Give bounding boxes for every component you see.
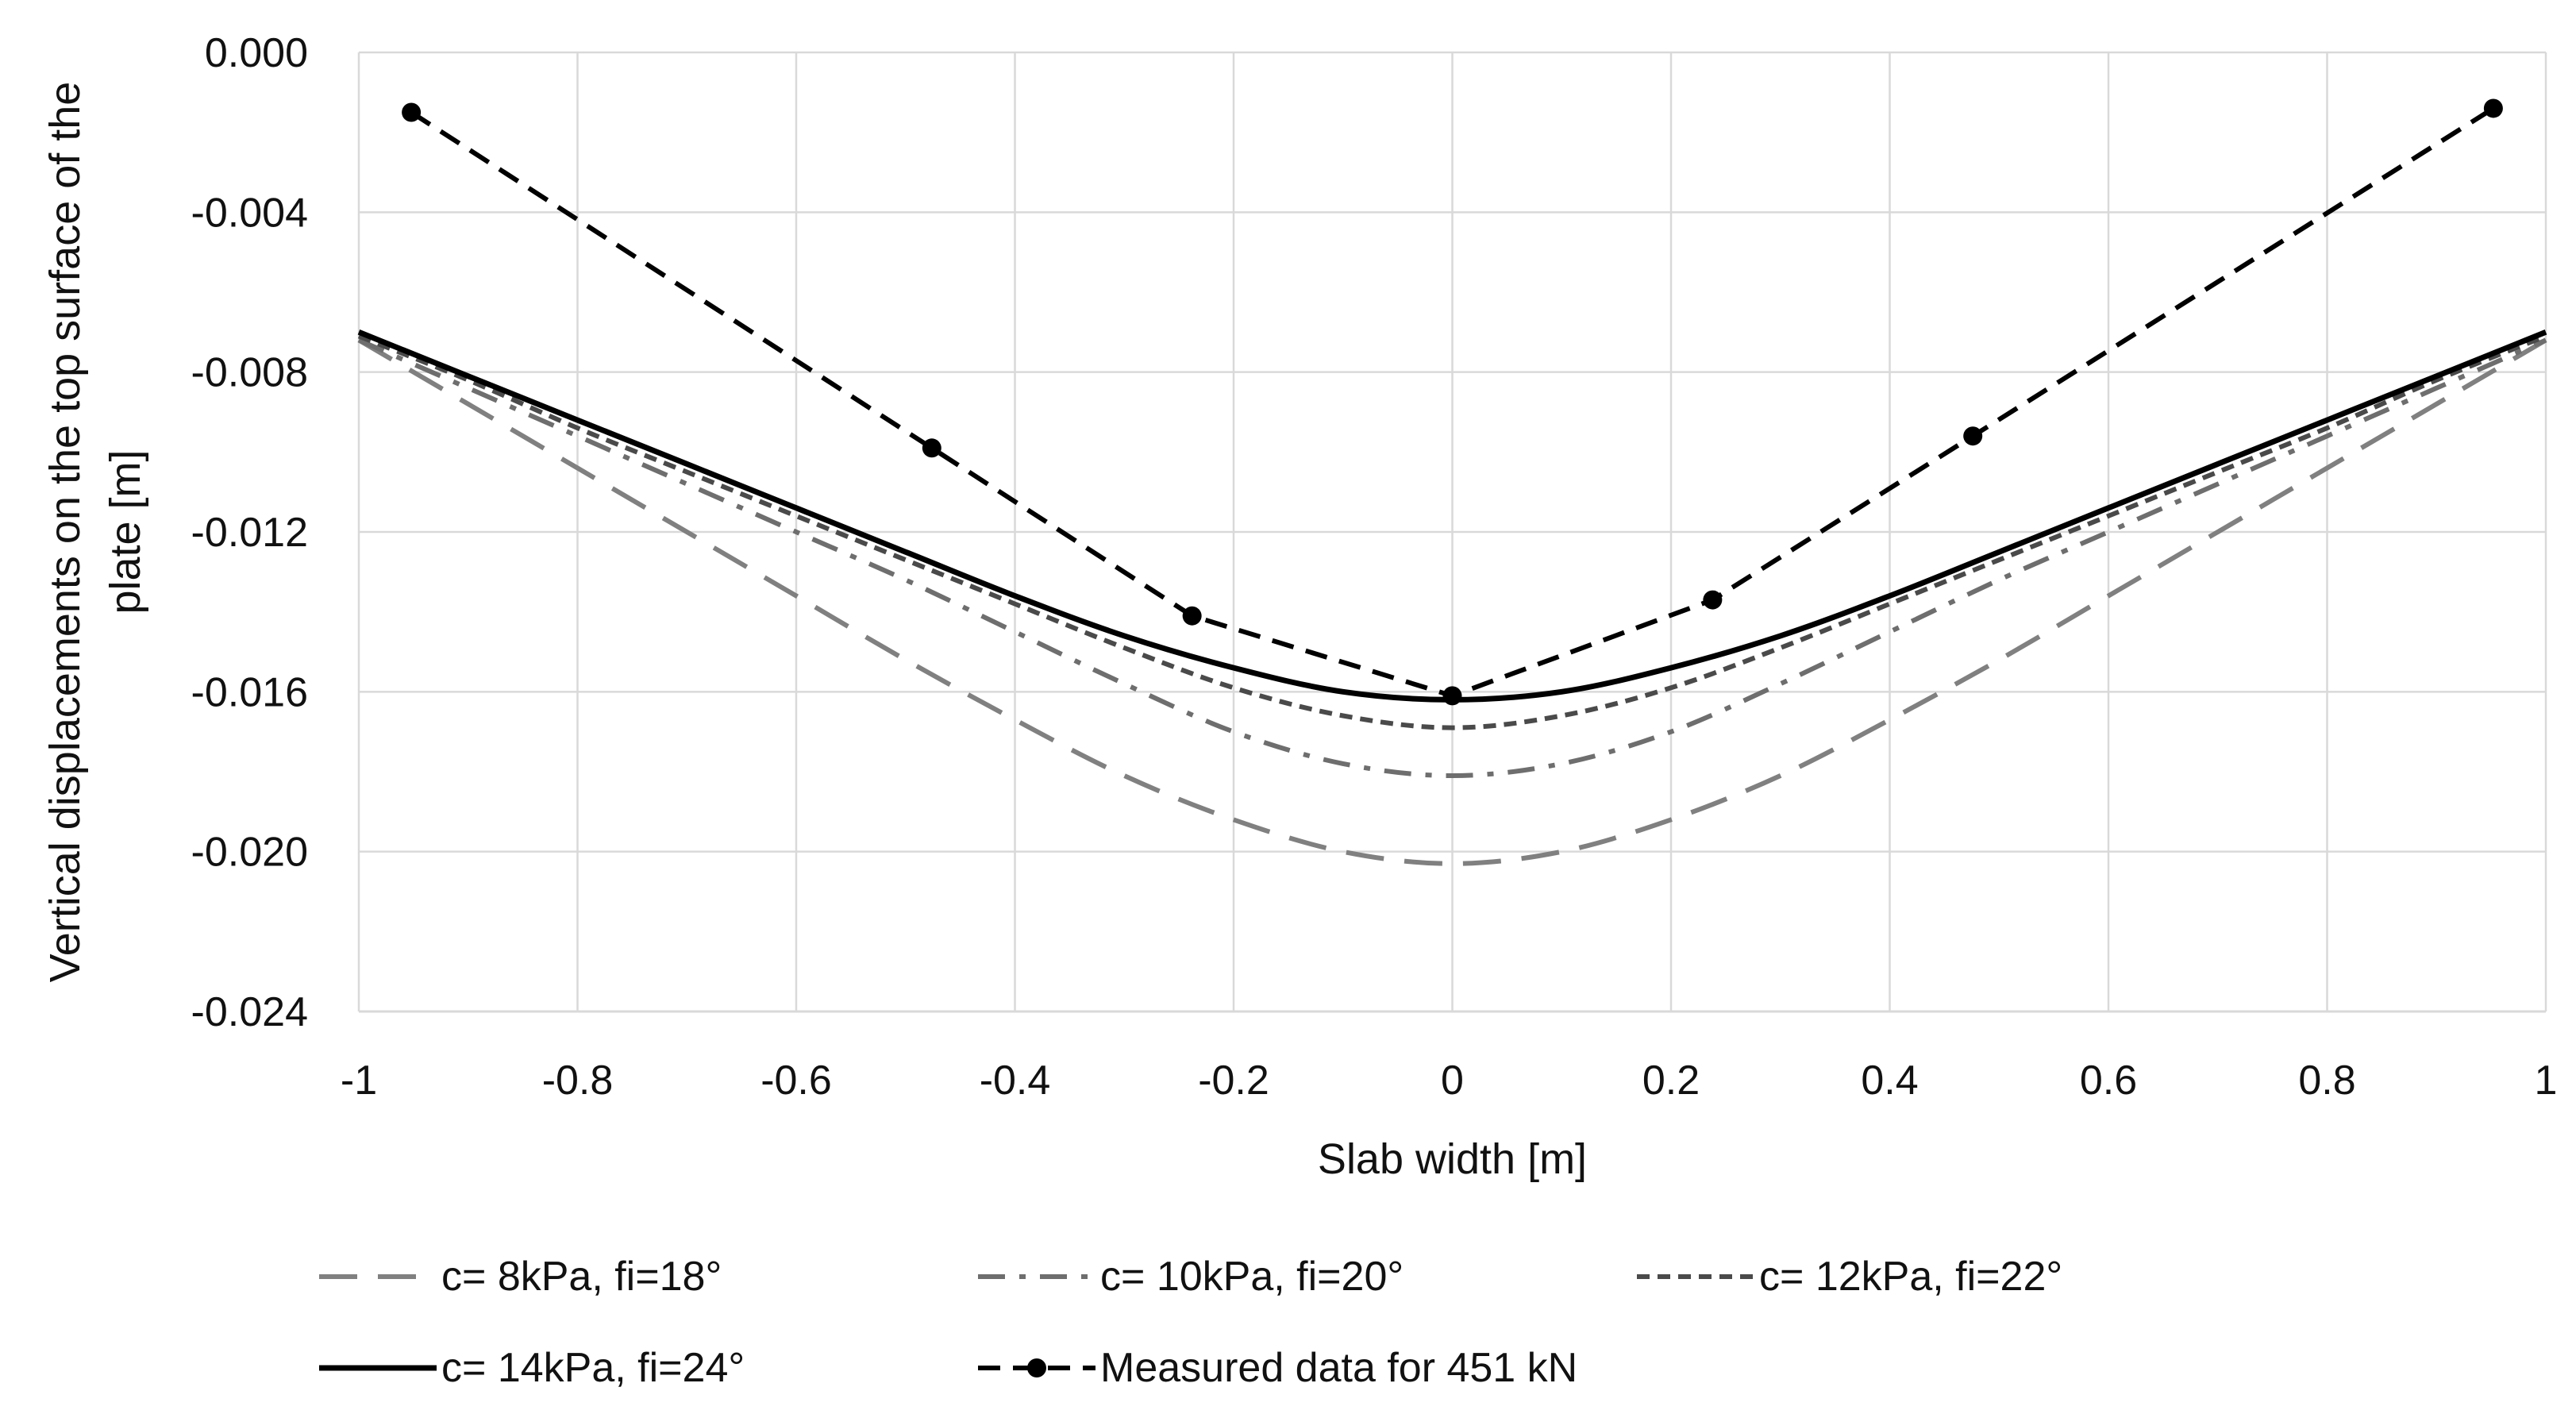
measured-data-point (922, 438, 941, 458)
y-tick-label: -0.016 (191, 669, 308, 715)
legend-item-c14: c= 14kPa, fi=24° (319, 1345, 745, 1391)
y-tick-label: -0.004 (191, 190, 308, 236)
x-tick-label: 0.2 (1642, 1058, 1700, 1104)
legend: c= 8kPa, fi=18° c= 10kPa, fi=20° c= 12kP… (319, 1254, 2062, 1391)
y-axis-title-line-2: plate [m] (102, 449, 149, 614)
x-tick-label: 0 (1441, 1058, 1464, 1104)
y-tick-label: -0.024 (191, 989, 308, 1035)
y-tick-label: 0.000 (205, 30, 308, 76)
legend-item-measured: Measured data for 451 kN (978, 1345, 1577, 1391)
series-group (357, 98, 2547, 866)
legend-marker-measured (1027, 1358, 1046, 1377)
measured-data-point (1442, 686, 1462, 706)
y-tick-label: -0.020 (191, 830, 308, 876)
y-axis-title-line-1: Vertical displacements on the top surfac… (41, 82, 89, 983)
x-tick-label: -0.6 (760, 1058, 832, 1104)
gridlines (357, 51, 2547, 1013)
measured-data-point (1703, 590, 1723, 610)
measured-data-point (2483, 98, 2503, 118)
series-line-c10 (357, 337, 2547, 778)
series-line-c8 (357, 337, 2547, 866)
legend-label-c12: c= 12kPa, fi=22° (1759, 1254, 2062, 1300)
measured-data-point (402, 102, 422, 122)
x-tick-label: 0.8 (2298, 1058, 2355, 1104)
x-tick-label: 0.6 (2080, 1058, 2137, 1104)
legend-label-c14: c= 14kPa, fi=24° (441, 1345, 745, 1391)
measured-data-point (1182, 606, 1202, 626)
measured-data-point (1963, 426, 1983, 446)
y-axis-title: Vertical displacements on the top surfac… (41, 82, 149, 983)
x-tick-label: 1 (2535, 1058, 2558, 1104)
legend-item-c10: c= 10kPa, fi=20° (978, 1254, 1404, 1300)
legend-label-c8: c= 8kPa, fi=18° (441, 1254, 722, 1300)
x-tick-label: 0.4 (1861, 1058, 1918, 1104)
x-tick-label: -0.8 (542, 1058, 614, 1104)
legend-item-c12: c= 12kPa, fi=22° (1637, 1254, 2062, 1300)
y-tick-label: -0.012 (191, 510, 308, 556)
legend-label-c10: c= 10kPa, fi=20° (1100, 1254, 1404, 1300)
x-tick-label: -0.2 (1198, 1058, 1269, 1104)
x-tick-label: -0.4 (980, 1058, 1051, 1104)
x-axis-title: Slab width [m] (1318, 1135, 1587, 1183)
y-tick-label: -0.008 (191, 350, 308, 396)
legend-label-measured: Measured data for 451 kN (1100, 1345, 1577, 1391)
series-line-c12 (357, 333, 2547, 730)
tick-labels: -1 -0.8 -0.6 -0.4 -0.2 0 0.2 0.4 0.6 0.8 1 0.000 -0.… (191, 30, 2558, 1104)
x-tick-label: -1 (341, 1058, 377, 1104)
legend-item-c8: c= 8kPa, fi=18° (319, 1254, 722, 1300)
